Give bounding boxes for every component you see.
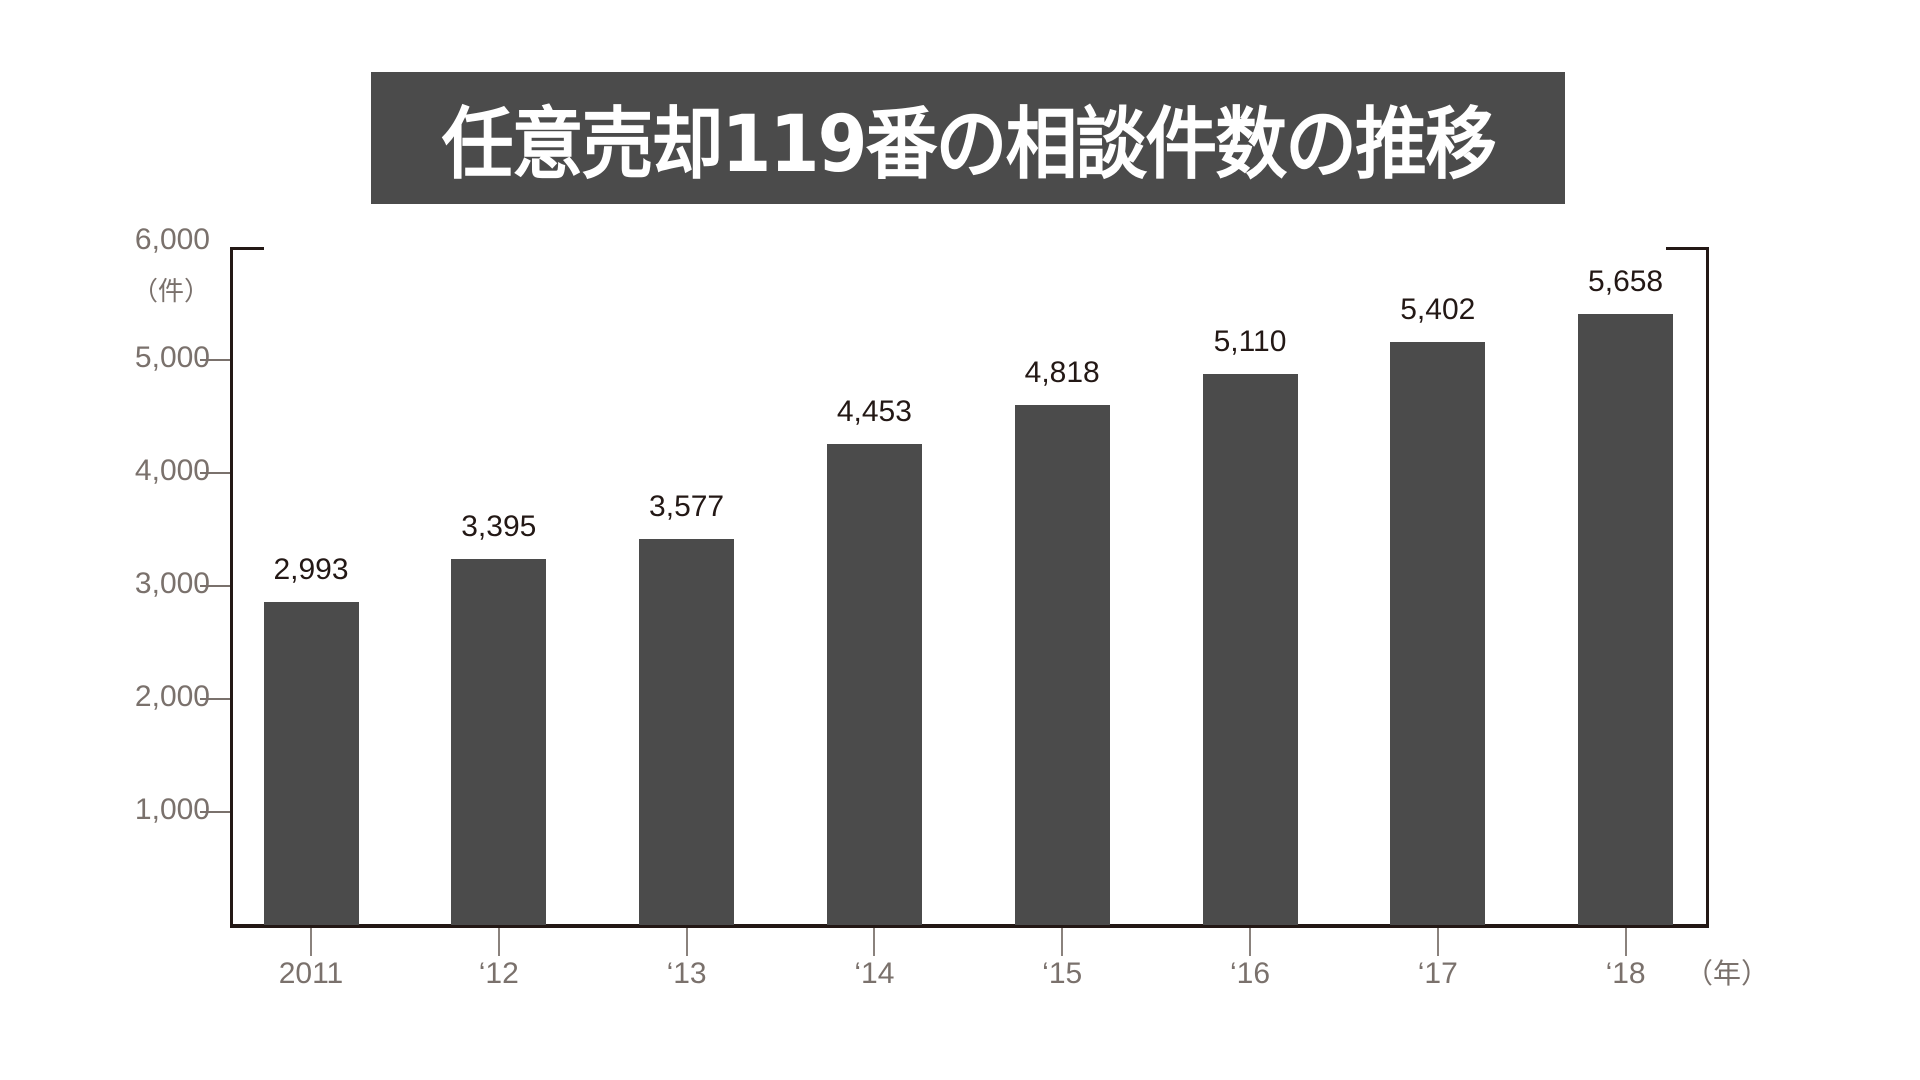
x-axis-unit: （年） [1685,958,1770,989]
bar [263,602,359,925]
y-tick-label: 2,000 [134,680,210,713]
y-tick-label: 3,000 [134,567,210,600]
bar-value-label: 3,577 [649,489,725,523]
y-axis-unit: （件） [131,276,210,306]
x-tick-label: 2011 [278,957,344,990]
top-right-frame-cap [1666,247,1709,250]
bar-value-label: 5,658 [1588,265,1664,299]
y-tick-label: 5,000 [134,341,210,374]
chart-title-banner: 任意売却119番の相談件数の推移 [371,72,1565,204]
plot-area: （件） 1,000 2,000 3,000 4,000 5,000 6,000 2,993… [132,225,1769,991]
x-tick-mark [685,928,688,956]
y-tick-label: 1,000 [134,793,210,826]
bar-value-label: 4,818 [1024,356,1100,390]
top-left-frame-cap [230,247,264,250]
bar [1202,373,1298,925]
y-axis-line [230,247,233,927]
right-frame-line [1706,247,1709,927]
x-tick-mark [1061,928,1064,956]
x-tick-mark [873,928,876,956]
y-tick-label: 4,000 [134,454,210,487]
x-tick-label: ‘12 [478,957,519,990]
x-tick-label: ‘18 [1605,957,1646,990]
x-tick-mark [1624,928,1627,956]
y-tick-mark [200,585,230,587]
x-tick-label: ‘15 [1042,957,1083,990]
y-tick-mark [200,811,230,813]
x-axis-line [230,924,1709,928]
bar [639,538,735,925]
bar-value-label: 5,110 [1213,324,1287,358]
bar-value-label: 2,993 [273,553,349,586]
bar-value-label: 5,402 [1400,293,1476,327]
x-tick-label: ‘16 [1229,957,1271,990]
x-tick-label: ‘14 [854,957,895,990]
chart-title: 任意売却119番の相談件数の推移 [441,100,1496,190]
x-tick-mark [1249,928,1251,956]
bar-value-label: 3,395 [461,509,537,543]
bar [1014,405,1110,925]
x-tick-mark [497,928,500,956]
bar [826,444,922,925]
x-tick-mark [310,928,312,956]
y-tick-mark [200,698,230,700]
bar [451,558,547,925]
y-tick-label: 6,000 [134,223,210,256]
x-tick-mark [1436,928,1439,956]
bar [1390,342,1486,925]
y-tick-mark [200,359,230,361]
x-tick-label: ‘13 [666,957,707,990]
bar [1578,314,1674,925]
bar-value-label: 4,453 [836,395,912,429]
y-tick-mark [200,472,230,474]
x-tick-label: ‘17 [1417,957,1458,990]
